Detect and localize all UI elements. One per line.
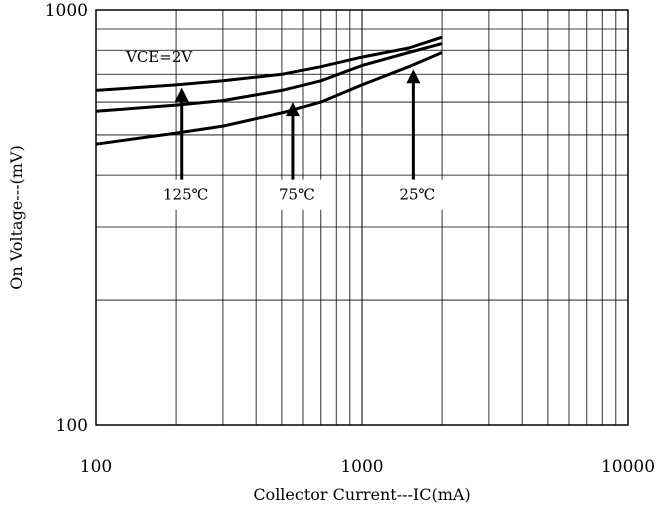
- series-group: [95, 35, 443, 146]
- y-tick-label: 1000: [45, 1, 88, 21]
- arrow-head-1: [285, 102, 300, 117]
- y-axis-label: On Voltage---(mV): [7, 145, 26, 289]
- x-tick-label: 10000: [601, 457, 655, 477]
- arrow-label-0: 125℃: [163, 186, 208, 204]
- arrow-label-bg-1: [270, 179, 323, 210]
- x-tick-label: 1000: [340, 457, 383, 477]
- plot-frame: [95, 9, 629, 426]
- arrow-label-bg-2: [391, 179, 444, 210]
- arrow-label-bg-0: [159, 179, 212, 210]
- y-tick-label: 100: [56, 416, 88, 436]
- x-axis-label: Collector Current---IC(mA): [253, 485, 470, 504]
- annotation-vce: VCE=2V: [125, 48, 193, 66]
- arrow-label-2: 25℃: [399, 186, 435, 204]
- arrow-label-1: 75℃: [279, 186, 315, 204]
- tick-labels: 100 1000 10000 100 1000: [45, 1, 655, 477]
- series-line-0: [95, 35, 443, 92]
- arrow-head-2: [406, 69, 421, 84]
- arrow-head-0: [174, 87, 189, 102]
- series-line-2: [95, 51, 443, 146]
- x-tick-label: 100: [80, 457, 112, 477]
- arrow-group: 125℃ 75℃ 25℃: [159, 69, 444, 210]
- grid: [96, 10, 628, 425]
- series-line-1: [95, 42, 443, 113]
